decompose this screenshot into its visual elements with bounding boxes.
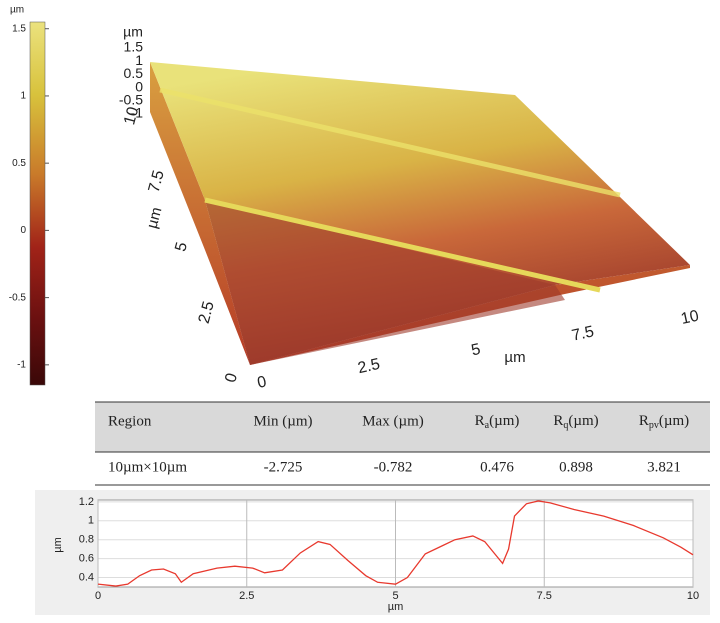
table-cell: -0.782 (374, 459, 413, 475)
x-tick-label: 5 (470, 341, 482, 360)
colorbar-tick-label: 1 (20, 91, 26, 102)
colorbar (29, 21, 46, 386)
table-cell: 0.898 (559, 459, 593, 475)
table-cell: 10µm×10µm (108, 459, 187, 475)
y-tick-label: 10 (121, 105, 142, 127)
table-header: Ra(µm) (475, 413, 520, 431)
table-cell: 0.476 (480, 459, 514, 475)
y-tick-label: 1 (88, 515, 94, 527)
y-tick-label: 0 (222, 371, 241, 384)
y-tick-label: 5 (172, 240, 191, 253)
profile-line (97, 500, 694, 587)
z-tick-label: 1.5 (124, 39, 144, 55)
table-header-bg (95, 402, 710, 452)
table-header: Rpv(µm) (639, 413, 689, 431)
table-header: Min (µm) (253, 413, 312, 429)
header-unit: (µm) (568, 413, 598, 429)
x-axis-label: µm (504, 349, 525, 366)
x-tick-label: 2.5 (356, 356, 381, 377)
x-tick-label: 10 (687, 590, 699, 602)
x-tick-label: 7.5 (570, 323, 595, 344)
header-symbol: R (639, 413, 649, 429)
table-header: Region (108, 413, 152, 429)
header-unit: (µm) (659, 413, 689, 429)
header-symbol: R (553, 413, 563, 429)
colorbar-tick-label: 1.5 (12, 23, 26, 34)
colorbar-tick-label: 0.5 (12, 158, 26, 169)
x-tick-label: 0 (256, 373, 268, 392)
table-cell: 3.821 (647, 459, 681, 475)
surface-3d (150, 62, 690, 365)
x-axis-label: µm (388, 601, 404, 613)
colorbar-tick-label: -0.5 (9, 292, 27, 303)
header-unit: (µm) (489, 413, 519, 429)
surface-ridge (159, 87, 621, 198)
header-subscript: a (485, 420, 490, 431)
z-tick-label: 1 (135, 52, 143, 68)
x-tick-label: 5 (392, 590, 398, 602)
y-tick-label: 0.8 (79, 534, 94, 546)
table-header: Rq(µm) (553, 413, 598, 431)
y-axis-label: µm (52, 537, 64, 553)
x-tick-label: 2.5 (239, 590, 254, 602)
table-cell: -2.725 (264, 459, 303, 475)
header-symbol: R (475, 413, 485, 429)
y-tick-label: 1.2 (79, 496, 94, 508)
x-tick-label: 7.5 (537, 590, 552, 602)
z-tick-label: -0.5 (119, 92, 143, 108)
z-tick-label: 0.5 (124, 65, 144, 81)
y-tick-label: 0.4 (79, 571, 94, 583)
y-tick-label: 7.5 (146, 168, 168, 194)
y-tick-label: 2.5 (196, 299, 218, 325)
surface-ridge (204, 197, 601, 293)
surface-low-region (205, 200, 565, 365)
header-subscript: q (563, 420, 568, 431)
colorbar-tick-label: -1 (17, 359, 26, 370)
x-tick-label: 0 (95, 590, 101, 602)
z-tick-label: -1 (131, 105, 144, 121)
z-axis-label: µm (123, 24, 143, 40)
y-tick-label: 0.6 (79, 553, 94, 565)
x-tick-label: 10 (679, 308, 700, 328)
colorbar-tick-label: 0 (20, 225, 26, 236)
colorbar-label: µm (10, 5, 24, 16)
z-tick-label: 0 (135, 78, 143, 94)
table-header: Max (µm) (362, 413, 424, 429)
y-axis-label: µm (144, 205, 166, 230)
header-subscript: pv (649, 420, 659, 431)
